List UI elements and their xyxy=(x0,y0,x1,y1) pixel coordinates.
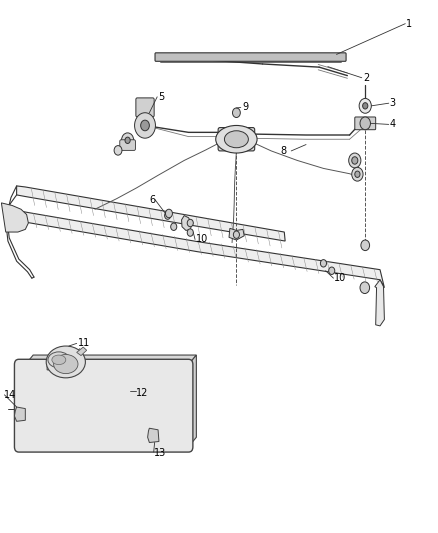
Polygon shape xyxy=(19,211,385,288)
Polygon shape xyxy=(375,280,385,326)
FancyBboxPatch shape xyxy=(136,98,154,117)
Circle shape xyxy=(171,223,177,230)
Polygon shape xyxy=(47,355,77,370)
Polygon shape xyxy=(1,203,28,232)
Circle shape xyxy=(321,260,326,267)
Circle shape xyxy=(121,133,134,148)
Circle shape xyxy=(352,167,363,181)
Polygon shape xyxy=(17,186,285,241)
Polygon shape xyxy=(188,355,196,447)
Circle shape xyxy=(349,153,361,168)
Text: 9: 9 xyxy=(242,102,248,112)
Text: 2: 2 xyxy=(363,72,369,83)
Circle shape xyxy=(359,99,371,114)
Circle shape xyxy=(187,229,193,236)
Text: 14: 14 xyxy=(4,390,16,400)
Ellipse shape xyxy=(53,354,78,374)
Circle shape xyxy=(355,171,360,177)
Text: 12: 12 xyxy=(136,387,148,398)
Polygon shape xyxy=(14,407,25,421)
Polygon shape xyxy=(182,216,192,230)
Ellipse shape xyxy=(52,355,66,365)
Circle shape xyxy=(165,212,171,219)
Circle shape xyxy=(363,103,368,109)
Text: 4: 4 xyxy=(390,119,396,130)
Circle shape xyxy=(360,282,370,294)
Text: 11: 11 xyxy=(78,338,90,349)
FancyBboxPatch shape xyxy=(14,359,193,452)
Circle shape xyxy=(125,137,130,143)
Circle shape xyxy=(134,113,155,138)
Circle shape xyxy=(361,240,370,251)
FancyBboxPatch shape xyxy=(120,140,135,150)
Polygon shape xyxy=(229,228,244,240)
Circle shape xyxy=(166,209,173,217)
Text: 5: 5 xyxy=(158,92,164,102)
Text: 3: 3 xyxy=(390,98,396,108)
Polygon shape xyxy=(77,347,87,356)
Text: 8: 8 xyxy=(280,146,286,156)
Text: 13: 13 xyxy=(154,448,166,458)
Circle shape xyxy=(352,157,358,164)
Text: 1: 1 xyxy=(406,19,412,29)
Ellipse shape xyxy=(48,352,70,368)
Circle shape xyxy=(141,120,149,131)
FancyBboxPatch shape xyxy=(155,53,346,61)
Text: 10: 10 xyxy=(334,273,346,283)
Circle shape xyxy=(233,231,240,238)
Ellipse shape xyxy=(216,125,257,153)
Circle shape xyxy=(360,117,371,130)
Polygon shape xyxy=(148,428,159,442)
Circle shape xyxy=(114,146,122,155)
Circle shape xyxy=(233,108,240,117)
Ellipse shape xyxy=(46,346,85,378)
Ellipse shape xyxy=(224,131,248,148)
Circle shape xyxy=(187,219,193,227)
FancyBboxPatch shape xyxy=(355,117,376,130)
FancyBboxPatch shape xyxy=(218,127,254,151)
Text: 10: 10 xyxy=(196,235,208,245)
Circle shape xyxy=(328,267,335,274)
Polygon shape xyxy=(25,355,196,365)
Text: 6: 6 xyxy=(150,195,156,205)
